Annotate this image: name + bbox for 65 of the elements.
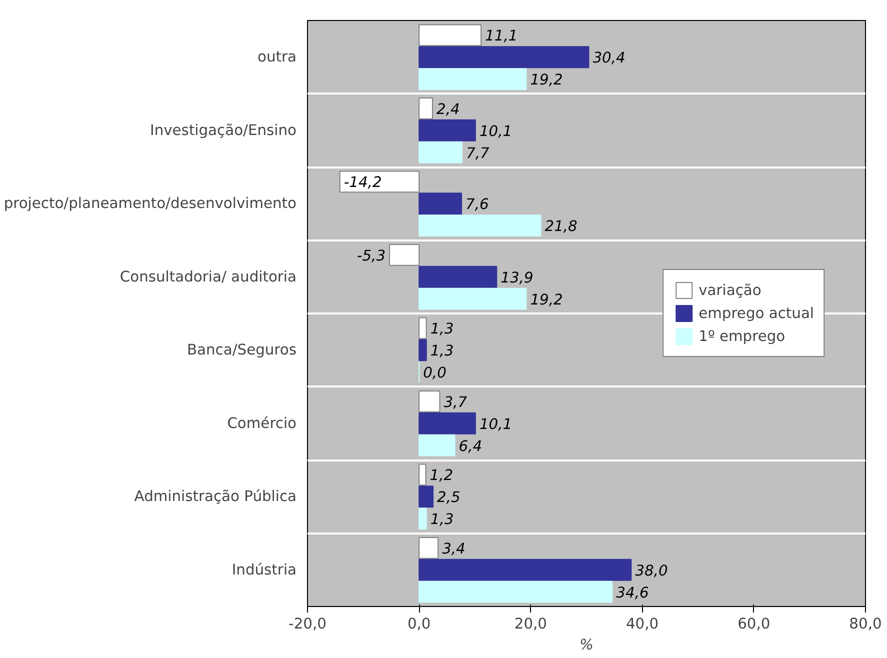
data-label: -5,3 [356,247,386,264]
bar [418,192,462,215]
data-label: 7,6 [466,196,489,214]
bar [418,434,456,456]
legend-label: emprego actual [698,304,814,322]
legend-label: 1º emprego [698,328,786,344]
x-tick-label: 20,0 [514,616,548,632]
bar [418,97,433,120]
data-label: 6,4 [458,438,482,455]
bar [339,170,420,193]
bar [418,508,427,530]
y-tick-label: Administração Pública [134,488,297,506]
data-label: 19,2 [530,72,563,89]
data-label: 34,6 [616,584,649,602]
y-tick-label: Banca/Seguros [186,342,297,359]
data-label: 1,3 [430,342,454,360]
data-label: 13,9 [500,269,534,286]
data-label: 38,0 [635,562,668,580]
x-tick-label: -20,0 [288,616,326,632]
bar [389,244,420,266]
data-label: 2,5 [437,489,460,506]
data-label: 21,8 [544,218,578,236]
data-label: 19,2 [530,291,563,308]
bar [418,390,440,412]
data-label: 3,4 [442,540,466,558]
data-label: 1,3 [430,511,454,528]
data-label: 11,1 [485,28,518,45]
legend-label: variação [698,282,762,298]
y-tick-label: Comércio [227,414,297,432]
x-axis-title: % [580,636,594,654]
x-tick-label: 60,0 [738,616,770,632]
bar [418,266,498,288]
bar [418,288,527,310]
bar [418,464,426,486]
bar [418,339,427,362]
bar [418,580,613,603]
data-label: 7,7 [466,144,490,162]
bar [418,141,463,164]
x-tick-label: 0,0 [407,616,431,632]
y-tick-label: Investigação/Ensino [150,122,297,139]
data-label: -14,2 [344,174,382,192]
bar [418,486,434,508]
bar [418,46,590,68]
x-tick-label: 80,0 [849,616,882,632]
data-label: 30,4 [592,50,626,67]
y-tick-label: Consultadoria/ auditoria [120,268,297,286]
data-label: 0,0 [423,364,446,382]
bar [418,536,439,559]
bar [418,119,476,142]
bar [418,24,482,46]
y-tick-label: projecto/planeamento/desenvolvimento [4,195,297,212]
y-tick-label: outra [257,48,297,66]
data-label: 2,4 [436,100,460,118]
data-label: 10,1 [479,416,512,433]
bar [418,68,527,90]
bar [418,317,427,340]
y-tick-label: Indústria [232,561,297,578]
bar [418,214,542,237]
data-label: 3,7 [444,394,468,411]
data-label: 1,3 [430,320,454,338]
x-tick-label: 40,0 [626,616,659,632]
data-label: 10,1 [479,122,512,140]
bar [418,412,476,434]
bar [418,558,632,581]
data-label: 1,2 [430,467,454,484]
